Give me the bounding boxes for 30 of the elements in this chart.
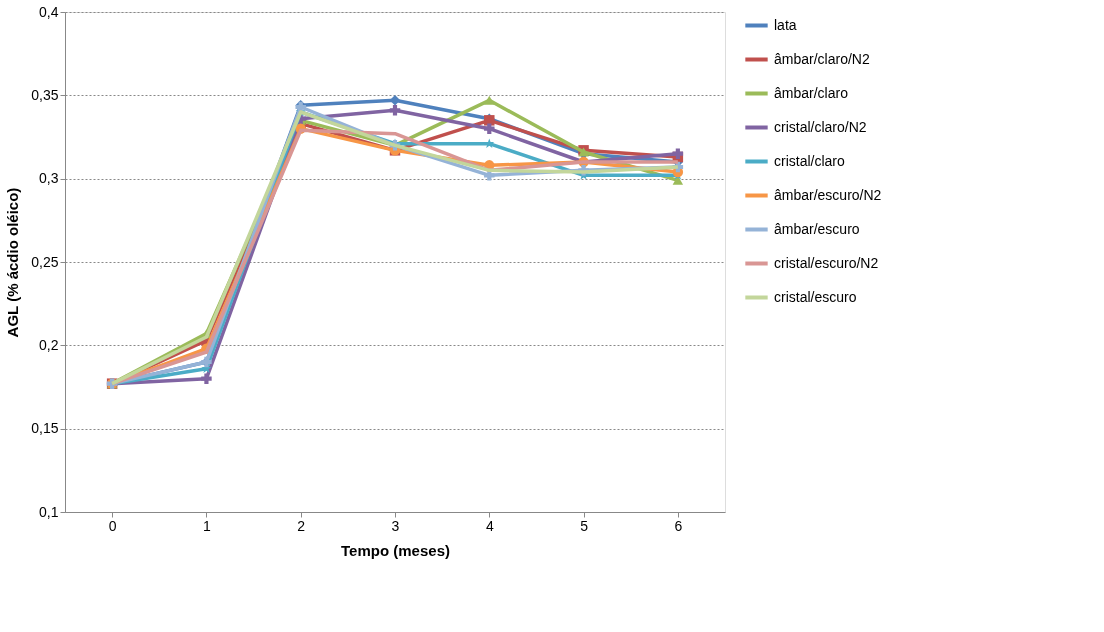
y-tick-label: 0,4 (39, 3, 59, 20)
point (389, 105, 401, 116)
legend-label: âmbar/escuro (774, 220, 860, 237)
x-tick-label: 3 (391, 517, 400, 534)
point (201, 373, 212, 384)
legend-label: âmbar/claro (774, 84, 849, 101)
point (672, 148, 684, 159)
y-tick-label: 0,3 (39, 170, 59, 187)
x-tick-label: 4 (485, 517, 494, 534)
y-tick-label: 0,25 (31, 253, 59, 270)
point (484, 123, 495, 134)
legend-label: lata (774, 16, 797, 33)
x-tick-label: 6 (674, 517, 683, 534)
x-axis-title: Tempo (meses) (341, 541, 450, 559)
legend-label: cristal/claro/N2 (774, 118, 867, 135)
y-tick-label: 0,35 (31, 86, 59, 103)
x-tick-label: 5 (580, 517, 589, 534)
legend-label: cristal/escuro (774, 288, 857, 305)
point (484, 95, 495, 105)
legend-label: cristal/claro (774, 152, 846, 169)
legend-label: âmbar/escuro/N2 (774, 186, 882, 203)
y-axis-title: AGL (% ácdio oléico) (4, 187, 22, 338)
x-tick-label: 0 (108, 517, 117, 534)
x-tick-label: 2 (297, 517, 306, 534)
legend-label: âmbar/claro/N2 (774, 50, 870, 67)
y-tick-label: 0,15 (31, 420, 59, 437)
legend-label: cristal/escuro/N2 (774, 254, 879, 271)
x-tick-label: 1 (203, 517, 212, 534)
y-tick-label: 0,2 (39, 336, 59, 353)
y-tick-label: 0,1 (39, 503, 59, 520)
